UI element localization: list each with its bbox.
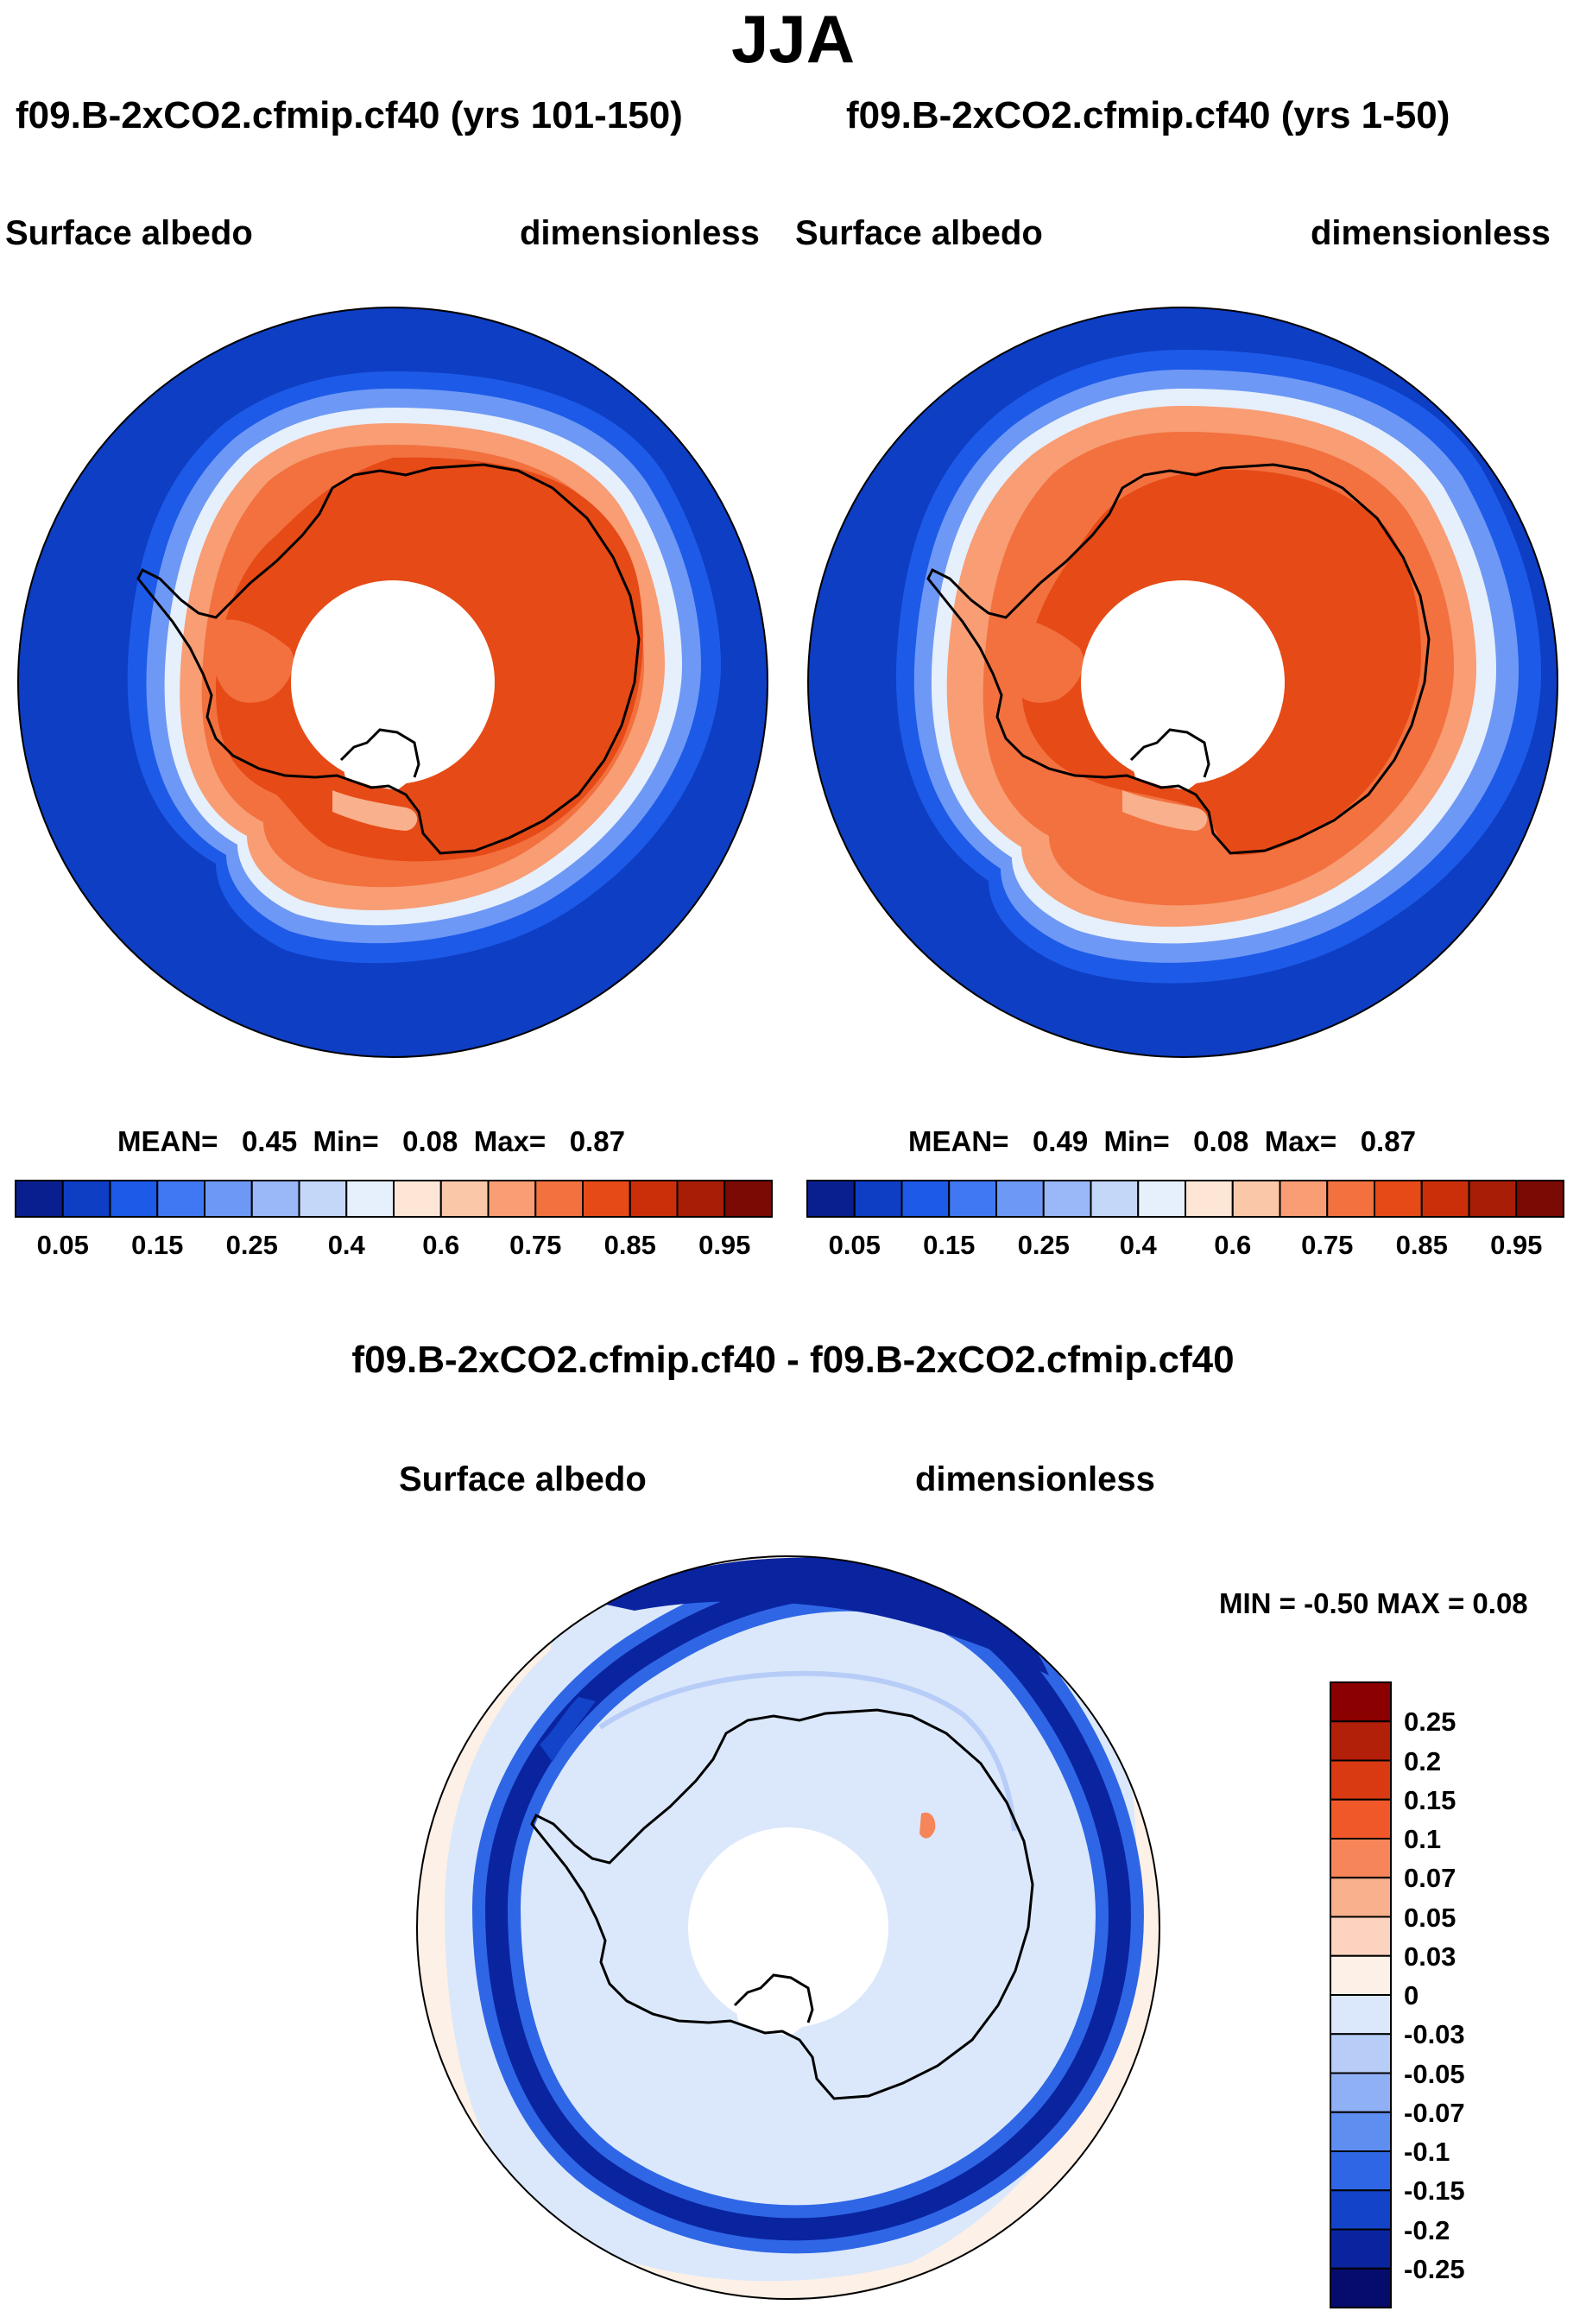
- colorbar-swatch: [1042, 1180, 1092, 1218]
- colorbar-tick-label: 0.1: [1404, 1824, 1442, 1854]
- colorbar-tick-label: 0.25: [1017, 1230, 1070, 1260]
- colorbar-tick-label: -0.1: [1404, 2137, 1450, 2167]
- colorbar-tick-label: 0.6: [422, 1230, 460, 1260]
- colorbar-swatch: [1330, 2033, 1392, 2074]
- colorbar-tick-label: 0.6: [1214, 1230, 1252, 1260]
- colorbar-tick-label: 0.15: [923, 1230, 976, 1260]
- colorbar-tick-label: 0.05: [828, 1230, 881, 1260]
- colorbar-swatch: [204, 1180, 253, 1218]
- colorbar-swatch: [1330, 1994, 1392, 2036]
- colorbar-swatch: [582, 1180, 631, 1218]
- colorbar-swatch: [487, 1180, 537, 1218]
- colorbar-swatch: [1330, 2228, 1392, 2270]
- diff-title: f09.B-2xCO2.cfmip.cf40 - f09.B-2xCO2.cfm…: [351, 1339, 1235, 1381]
- colorbar-tick-label: -0.15: [1404, 2175, 1465, 2207]
- colorbar-tick-label: 0.75: [509, 1230, 562, 1260]
- colorbar-swatch: [1090, 1180, 1140, 1218]
- colorbar-swatch: [948, 1180, 997, 1218]
- colorbar-tick-label: 0.85: [1395, 1230, 1448, 1260]
- colorbar-swatch: [1330, 2111, 1392, 2152]
- colorbar-swatch: [1468, 1180, 1518, 1218]
- colorbar-swatch: [806, 1180, 856, 1218]
- panel-2-units: dimensionless: [1311, 214, 1551, 252]
- colorbar-swatch: [15, 1180, 64, 1218]
- colorbar-tick-label: 0.15: [131, 1230, 184, 1260]
- colorbar-tick-label: -0.03: [1404, 2019, 1465, 2050]
- colorbar-swatch: [1330, 1838, 1392, 1879]
- colorbar-swatch: [1137, 1180, 1186, 1218]
- colorbar-swatch: [1330, 1954, 1392, 1996]
- colorbar-tick-label: 0.85: [603, 1230, 656, 1260]
- colorbar-tick-label: 0.05: [1404, 1902, 1456, 1933]
- colorbar-tick-label: 0: [1404, 1980, 1419, 2011]
- colorbar-diff: [1330, 1681, 1392, 2308]
- colorbar-tick-label: -0.25: [1404, 2253, 1465, 2284]
- colorbar-swatch: [345, 1180, 395, 1218]
- colorbar-swatch: [1330, 1681, 1392, 1723]
- diff-variable: Surface albedo: [399, 1460, 647, 1498]
- colorbar-swatch: [1330, 2072, 1392, 2113]
- map-diff: [416, 1555, 1160, 2300]
- colorbar-swatch: [1279, 1180, 1329, 1218]
- colorbar-swatch: [1330, 1916, 1392, 1957]
- colorbar-swatch: [900, 1180, 951, 1218]
- colorbar-tick-label: 0.03: [1404, 1941, 1456, 1972]
- colorbar-tick-label: 0.75: [1301, 1230, 1354, 1260]
- panel-1-units: dimensionless: [520, 214, 760, 252]
- diff-minmax: MIN = -0.50 MAX = 0.08: [1219, 1587, 1528, 1619]
- colorbar-swatch: [1326, 1180, 1375, 1218]
- panel-1-variable: Surface albedo: [5, 214, 253, 252]
- colorbar-swatch: [1330, 1759, 1392, 1801]
- colorbar-tick-label: 0.07: [1404, 1863, 1456, 1894]
- colorbar-tick-label: 0.05: [36, 1230, 89, 1260]
- colorbar-swatch: [1330, 2150, 1392, 2192]
- colorbar-tick-label: -0.07: [1404, 2097, 1465, 2128]
- colorbar-swatch: [61, 1180, 111, 1218]
- colorbar-swatch: [298, 1180, 348, 1218]
- colorbar-tick-label: 0.25: [1404, 1707, 1456, 1738]
- colorbar-tick-label: -0.05: [1404, 2058, 1465, 2089]
- panel-1-title: f09.B-2xCO2.cfmip.cf40 (yrs 101-150): [16, 94, 683, 136]
- colorbar-swatch: [1330, 1798, 1392, 1840]
- colorbar-swatch: [1515, 1180, 1564, 1218]
- colorbar-swatch: [1330, 2267, 1392, 2308]
- colorbar-panel-2: [806, 1180, 1564, 1218]
- colorbar-tick-label: 0.2: [1404, 1745, 1442, 1776]
- colorbar-swatch: [393, 1180, 442, 1218]
- diff-units: dimensionless: [915, 1460, 1155, 1498]
- colorbar-swatch: [1330, 1877, 1392, 1918]
- colorbar-swatch: [1231, 1180, 1281, 1218]
- colorbar-swatch: [534, 1180, 584, 1218]
- colorbar-swatch: [1330, 1720, 1392, 1762]
- colorbar-tick-label: -0.2: [1404, 2214, 1450, 2245]
- colorbar-swatch: [156, 1180, 205, 1218]
- colorbar-tick-label: 0.4: [1119, 1230, 1157, 1260]
- colorbar-swatch: [1420, 1180, 1470, 1218]
- panel-2-variable: Surface albedo: [795, 214, 1043, 252]
- colorbar-swatch: [250, 1180, 300, 1218]
- colorbar-tick-label: 0.95: [698, 1230, 751, 1260]
- colorbar-swatch: [109, 1180, 159, 1218]
- panel-1-stats: MEAN= 0.45 Min= 0.08 Max= 0.87: [117, 1125, 625, 1157]
- colorbar-swatch: [853, 1180, 903, 1218]
- map-panel-1: [17, 307, 768, 1058]
- colorbar-swatch: [723, 1180, 773, 1218]
- colorbar-swatch: [1185, 1180, 1234, 1218]
- panel-2-title: f09.B-2xCO2.cfmip.cf40 (yrs 1-50): [846, 94, 1450, 136]
- main-title: JJA: [730, 1, 856, 77]
- colorbar-tick-label: 0.4: [327, 1230, 365, 1260]
- colorbar-swatch: [439, 1180, 490, 1218]
- colorbar-tick-label: 0.95: [1490, 1230, 1543, 1260]
- colorbar-panel-1: [15, 1180, 773, 1218]
- colorbar-tick-label: 0.25: [225, 1230, 278, 1260]
- colorbar-swatch: [1330, 2189, 1392, 2231]
- map-panel-2: [807, 307, 1558, 1058]
- colorbar-swatch: [629, 1180, 679, 1218]
- panel-2-stats: MEAN= 0.49 Min= 0.08 Max= 0.87: [908, 1125, 1416, 1157]
- colorbar-swatch: [995, 1180, 1045, 1218]
- colorbar-tick-label: 0.15: [1404, 1784, 1456, 1815]
- colorbar-swatch: [676, 1180, 726, 1218]
- colorbar-swatch: [1374, 1180, 1423, 1218]
